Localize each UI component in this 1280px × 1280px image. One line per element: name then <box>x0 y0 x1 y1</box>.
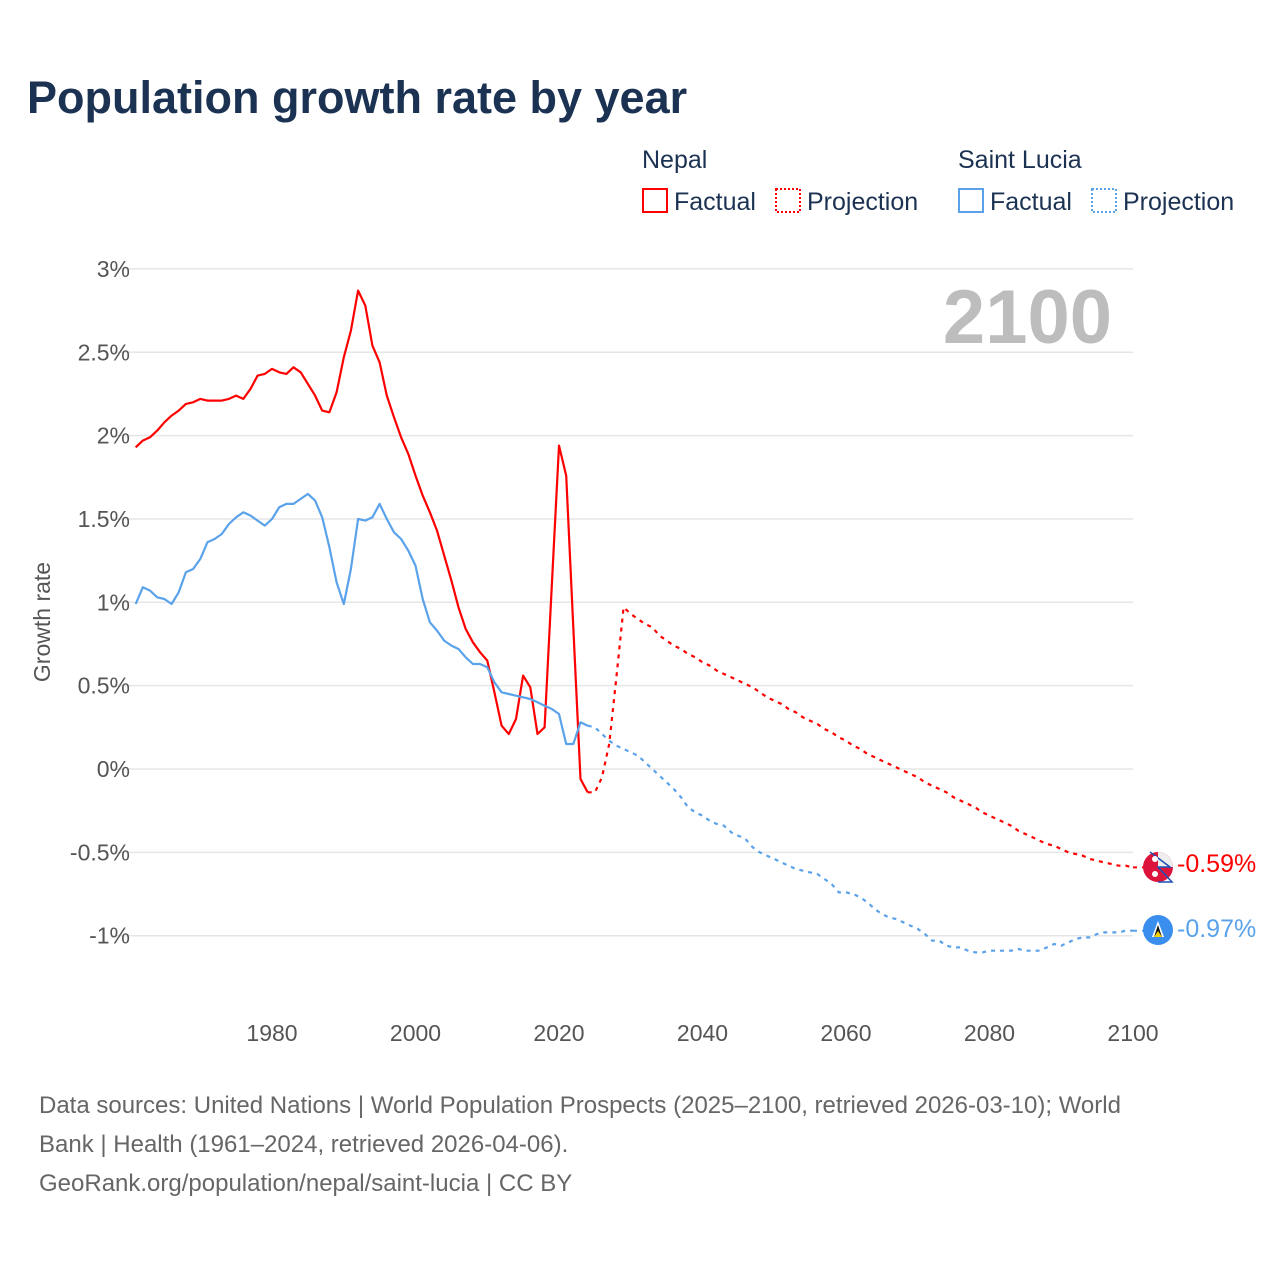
y-tick-label: 0% <box>97 756 130 782</box>
source-line-1: Data sources: United Nations | World Pop… <box>39 1092 1121 1119</box>
nepal-factual-line <box>134 289 589 793</box>
y-tick-label: 0.5% <box>78 673 130 699</box>
footer: Data sources: United Nations | World Pop… <box>39 1092 1121 1197</box>
chart-title: Population growth rate by year <box>27 72 687 123</box>
legend-nepal-factual-swatch <box>642 188 668 213</box>
legend-saint-lucia-heading: Saint Lucia <box>958 146 1082 174</box>
legend-nepal-heading: Nepal <box>642 146 707 174</box>
y-tick-label: 2.5% <box>78 339 130 365</box>
nepal-flag-icon <box>1143 851 1174 883</box>
y-tick-label: 1.5% <box>78 506 130 532</box>
series-lines <box>134 289 1144 954</box>
legend-nepal-projection-label[interactable]: Projection <box>807 188 918 216</box>
x-tick-label: 2100 <box>1107 1020 1158 1046</box>
attribution-link[interactable]: GeoRank.org/population/nepal/saint-lucia… <box>39 1170 572 1197</box>
y-axis-ticks: 3% 2.5% 2% 1.5% 1% 0.5% 0% -0.5% -1% <box>70 256 130 949</box>
source-line-2: Bank | Health (1961–2024, retrieved 2026… <box>39 1131 568 1158</box>
x-tick-label: 2040 <box>677 1020 728 1046</box>
x-axis-ticks: 1980 2000 2020 2040 2060 2080 2100 <box>246 1020 1158 1046</box>
legend-saint-lucia-projection-label[interactable]: Projection <box>1123 188 1234 216</box>
legend-saint-lucia-factual-label[interactable]: Factual <box>990 188 1072 216</box>
legend-saint-lucia-factual-swatch <box>958 188 984 213</box>
legend: Nepal Factual Projection Saint Lucia Fac… <box>642 146 1234 216</box>
x-tick-label: 2020 <box>533 1020 584 1046</box>
y-axis-label: Growth rate <box>29 562 55 682</box>
x-tick-label: 2080 <box>964 1020 1015 1046</box>
legend-saint-lucia-projection-swatch <box>1091 188 1117 213</box>
y-tick-label: -1% <box>89 923 130 949</box>
legend-nepal-factual-label[interactable]: Factual <box>674 188 756 216</box>
y-tick-label: 3% <box>97 256 130 282</box>
saint-lucia-end-value: -0.97% <box>1177 915 1256 943</box>
nepal-end-value: -0.59% <box>1177 850 1256 878</box>
x-tick-label: 1980 <box>246 1020 297 1046</box>
y-tick-label: 1% <box>97 589 130 615</box>
current-year-label: 2100 <box>943 275 1112 360</box>
x-tick-label: 2000 <box>390 1020 441 1046</box>
end-markers: -0.59% -0.97% <box>1143 850 1256 945</box>
y-tick-label: -0.5% <box>70 839 130 865</box>
legend-nepal-projection-swatch <box>775 188 801 213</box>
x-tick-label: 2060 <box>820 1020 871 1046</box>
saint-lucia-flag-icon <box>1143 915 1173 945</box>
nepal-projection-line <box>587 604 1134 869</box>
saint-lucia-factual-line <box>134 492 589 746</box>
y-tick-label: 2% <box>97 423 130 449</box>
gridlines <box>113 268 1133 937</box>
saint-lucia-projection-line <box>587 724 1133 954</box>
